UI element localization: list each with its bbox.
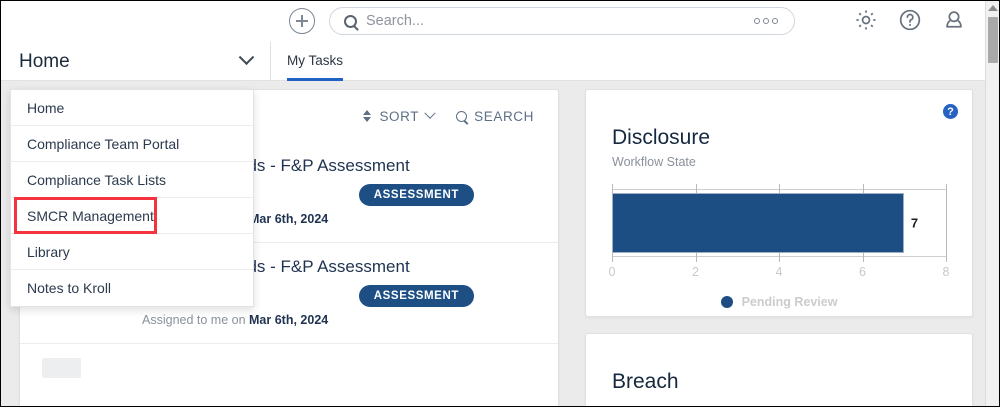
vertical-scrollbar[interactable] xyxy=(985,1,999,406)
task-meta-date: Mar 6th, 2024 xyxy=(249,313,329,327)
chart-plot-area: 7 xyxy=(612,184,947,262)
top-bar-actions xyxy=(853,7,967,33)
chart-card-breach: Breach xyxy=(585,333,973,406)
chevron-down-icon xyxy=(424,107,436,119)
bar-value-label: 7 xyxy=(910,215,919,231)
context-dropdown-menu: Home Compliance Team Portal Compliance T… xyxy=(10,89,254,307)
menu-item-home[interactable]: Home xyxy=(11,90,253,126)
chart-title: Breach xyxy=(612,370,679,393)
search-icon xyxy=(456,110,468,122)
status-badge: ASSESSMENT xyxy=(358,285,474,307)
sort-icon xyxy=(363,109,372,123)
menu-item-label: Compliance Task Lists xyxy=(27,171,167,188)
task-header xyxy=(42,358,536,378)
gridline-8 xyxy=(946,184,947,262)
chart-subtitle: Workflow State xyxy=(612,155,696,169)
top-bar xyxy=(1,1,987,42)
sort-button-label: SORT xyxy=(379,108,420,124)
chart-card-disclosure: ? Disclosure Workflow State 7 0 2 4 6 8 xyxy=(585,89,973,317)
task-meta-date: Mar 6th, 2024 xyxy=(249,212,329,226)
plus-circle-icon[interactable] xyxy=(289,8,315,34)
chart-title: Disclosure xyxy=(612,126,711,149)
menu-item-library[interactable]: Library xyxy=(11,234,253,270)
tasks-toolbar: SORT SEARCH xyxy=(20,90,558,142)
chevron-down-icon xyxy=(238,49,255,66)
table-row[interactable] xyxy=(20,343,558,394)
x-tick-2: 4 xyxy=(775,265,783,279)
menu-item-smcr-management[interactable]: SMCR Management xyxy=(11,197,253,234)
tab-bar: My Tasks xyxy=(271,42,359,81)
x-tick-1: 2 xyxy=(692,265,699,279)
menu-item-compliance-task-lists[interactable]: Compliance Task Lists xyxy=(11,162,253,198)
top-bar-center xyxy=(289,7,795,35)
tab-my-tasks[interactable]: My Tasks xyxy=(271,42,359,81)
legend-label: Pending Review xyxy=(741,295,838,309)
global-search[interactable] xyxy=(329,7,795,35)
search-input[interactable] xyxy=(366,13,745,29)
scrollbar-thumb[interactable] xyxy=(988,17,998,63)
search-icon xyxy=(344,14,357,28)
task-badge-row: ASSESSMENT xyxy=(42,184,536,206)
task-meta: Assigned to me on Mar 6th, 2024 xyxy=(142,313,536,327)
gear-icon[interactable] xyxy=(853,7,879,33)
tab-my-tasks-label: My Tasks xyxy=(287,53,344,68)
task-meta-prefix: Assigned to me on xyxy=(142,313,250,327)
x-tick-0: 0 xyxy=(608,265,616,279)
sort-button[interactable]: SORT xyxy=(363,107,436,124)
search-tasks-label: SEARCH xyxy=(474,108,534,124)
menu-item-label: Notes to Kroll xyxy=(27,280,112,296)
menu-item-label: SMCR Management xyxy=(27,207,154,224)
menu-item-label: Library xyxy=(27,243,70,260)
task-key-badge xyxy=(42,358,81,378)
bar-pending-review[interactable] xyxy=(612,193,905,253)
x-tick-4: 8 xyxy=(942,265,950,279)
navigation-bar: Home My Tasks xyxy=(1,42,987,81)
menu-item-label: Compliance Team Portal xyxy=(27,135,180,152)
context-selector[interactable]: Home xyxy=(1,42,271,81)
help-circle-icon[interactable]: ? xyxy=(943,104,958,119)
menu-item-compliance-team-portal[interactable]: Compliance Team Portal xyxy=(11,126,253,162)
context-selector-label: Home xyxy=(19,50,70,72)
legend-color-swatch xyxy=(720,296,733,308)
menu-item-notes-to-kroll[interactable]: Notes to Kroll xyxy=(11,270,253,306)
x-tick-3: 6 xyxy=(859,265,866,279)
user-icon[interactable] xyxy=(941,7,967,33)
chart-legend: Pending Review xyxy=(586,295,972,309)
search-tasks-button[interactable]: SEARCH xyxy=(456,109,534,124)
status-badge: ASSESSMENT xyxy=(358,184,474,206)
help-circle-icon[interactable] xyxy=(897,7,923,33)
scroll-up-arrow-icon[interactable] xyxy=(988,3,998,13)
ellipsis-icon[interactable] xyxy=(754,18,782,24)
chart-x-axis-ticks: 0 2 4 6 8 xyxy=(608,265,950,281)
menu-item-label: Home xyxy=(27,99,65,116)
task-badge-row: ASSESSMENT xyxy=(42,285,536,307)
